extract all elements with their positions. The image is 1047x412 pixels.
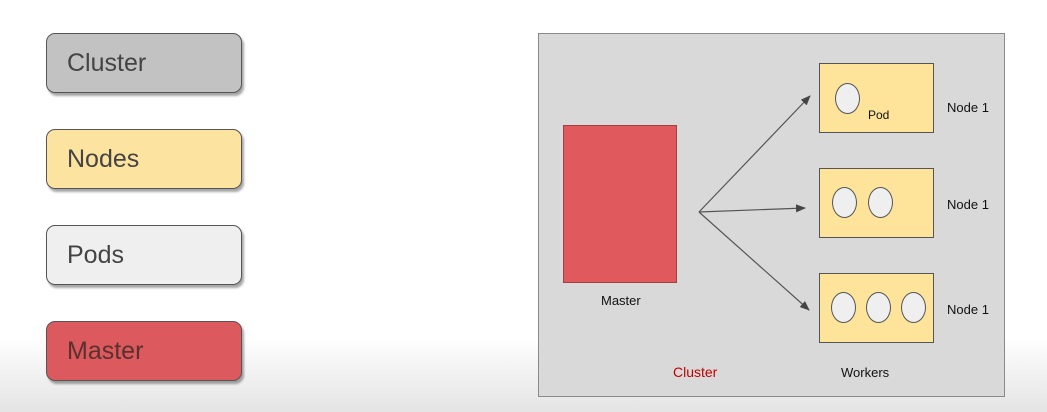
pod-icon bbox=[832, 187, 857, 218]
node-label-3: Node 1 bbox=[947, 302, 989, 317]
legend-cluster: Cluster bbox=[46, 33, 242, 93]
node-box-1: Pod bbox=[819, 63, 934, 133]
legend-pods-label: Pods bbox=[67, 240, 124, 269]
node-label-2: Node 1 bbox=[947, 197, 989, 212]
workers-label: Workers bbox=[841, 365, 890, 380]
arrow-to-node-1 bbox=[698, 95, 811, 213]
node-box-2 bbox=[819, 168, 934, 238]
master-label: Master bbox=[601, 293, 641, 308]
legend-master-label: Master bbox=[67, 336, 144, 365]
pod-icon bbox=[866, 292, 891, 323]
legend-pods: Pods bbox=[46, 225, 242, 285]
master-block bbox=[563, 125, 677, 283]
cluster-diagram: Master Pod Node 1 Node 1 Node 1 Cluster … bbox=[538, 33, 1005, 397]
pod-label: Pod bbox=[868, 108, 890, 122]
legend-master: Master bbox=[46, 321, 242, 381]
node-label-1: Node 1 bbox=[947, 100, 989, 115]
pod-icon bbox=[831, 292, 856, 323]
pod-icon bbox=[835, 83, 860, 114]
connector-arrows bbox=[698, 95, 811, 311]
cluster-label: Cluster bbox=[673, 364, 718, 380]
arrow-to-node-3 bbox=[698, 211, 810, 311]
node-box-3 bbox=[819, 273, 934, 343]
pod-icon bbox=[868, 187, 893, 218]
arrow-to-node-2 bbox=[698, 204, 806, 213]
pod-icon bbox=[901, 292, 926, 323]
legend-nodes: Nodes bbox=[46, 129, 242, 189]
legend-cluster-label: Cluster bbox=[67, 48, 147, 77]
legend-nodes-label: Nodes bbox=[67, 144, 140, 173]
